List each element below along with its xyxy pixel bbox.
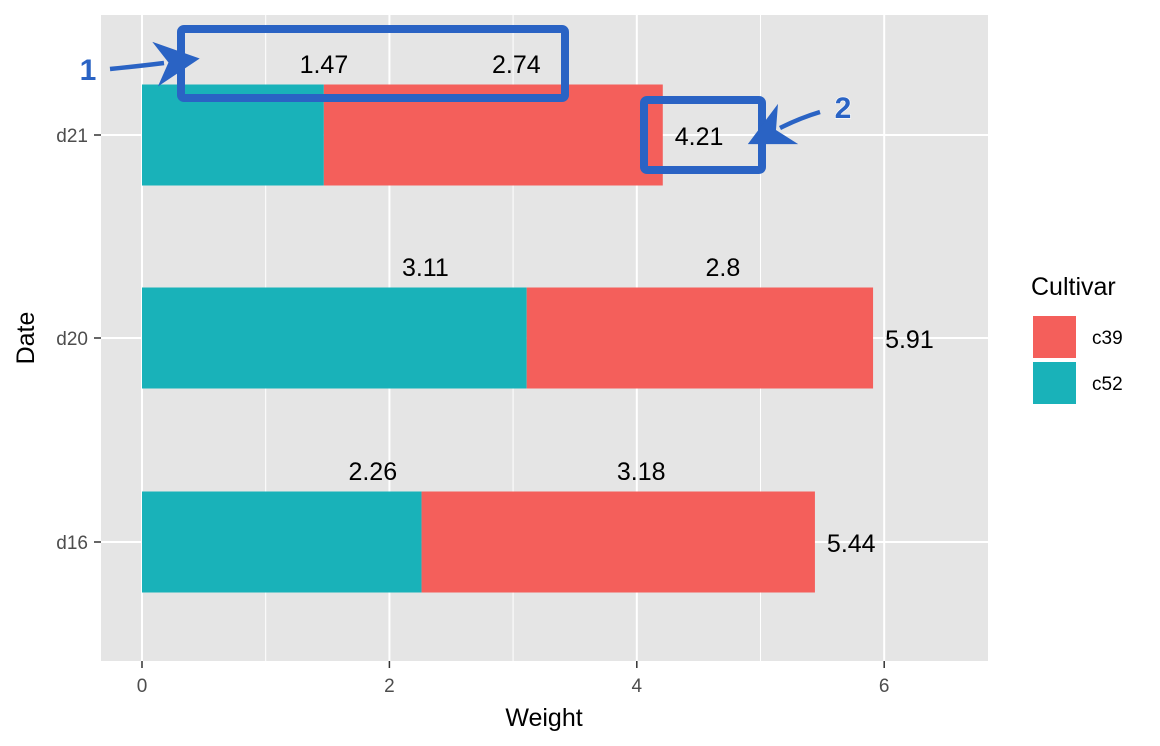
legend-label-c39: c39	[1092, 328, 1123, 349]
y-tick-label-d20: d20	[56, 329, 88, 350]
legend: Cultivar c39 c52	[1031, 273, 1123, 404]
callout-annotations: 12	[79, 25, 852, 174]
legend-key-c52	[1033, 362, 1076, 404]
y-tick-label-d16: d16	[56, 533, 88, 554]
label-d20-c52: 3.11	[402, 254, 449, 282]
label-d21-c39: 2.74	[492, 51, 541, 79]
label-d21-c52: 1.47	[300, 51, 349, 79]
callout-arrow-2	[747, 103, 821, 145]
legend-label-c52: c52	[1092, 374, 1123, 395]
axes: d16 d20 d21 0 2 4 6	[56, 126, 889, 697]
bar-d16-c39	[421, 491, 815, 593]
legend-title: Cultivar	[1031, 273, 1116, 301]
x-tick-label-2: 2	[384, 676, 395, 697]
legend-key-c39	[1033, 316, 1076, 358]
label-d16-total: 5.44	[827, 530, 876, 558]
data-labels: 2.26 3.18 5.44 3.11 2.8 5.91 1.47 2.74 4.21	[300, 51, 934, 558]
y-axis-title: Date	[12, 312, 40, 365]
label-d16-c39: 3.18	[617, 458, 666, 486]
label-d20-total: 5.91	[885, 326, 934, 354]
callout-number-2: 2	[835, 92, 852, 125]
callout-arrow-1	[109, 41, 200, 87]
label-d16-c52: 2.26	[348, 458, 397, 486]
bar-d16-c52	[142, 491, 422, 593]
label-d21-total: 4.21	[675, 123, 724, 151]
label-d20-c39: 2.8	[706, 254, 741, 282]
bars	[142, 84, 874, 593]
callout-number-1: 1	[80, 54, 97, 87]
x-tick-label-4: 4	[632, 676, 643, 697]
x-axis-title: Weight	[505, 704, 582, 732]
y-tick-label-d21: d21	[56, 126, 88, 147]
x-tick-label-0: 0	[137, 676, 148, 697]
bar-d20-c39	[526, 287, 874, 389]
bar-d20-c52	[142, 287, 527, 389]
x-tick-label-6: 6	[879, 676, 890, 697]
